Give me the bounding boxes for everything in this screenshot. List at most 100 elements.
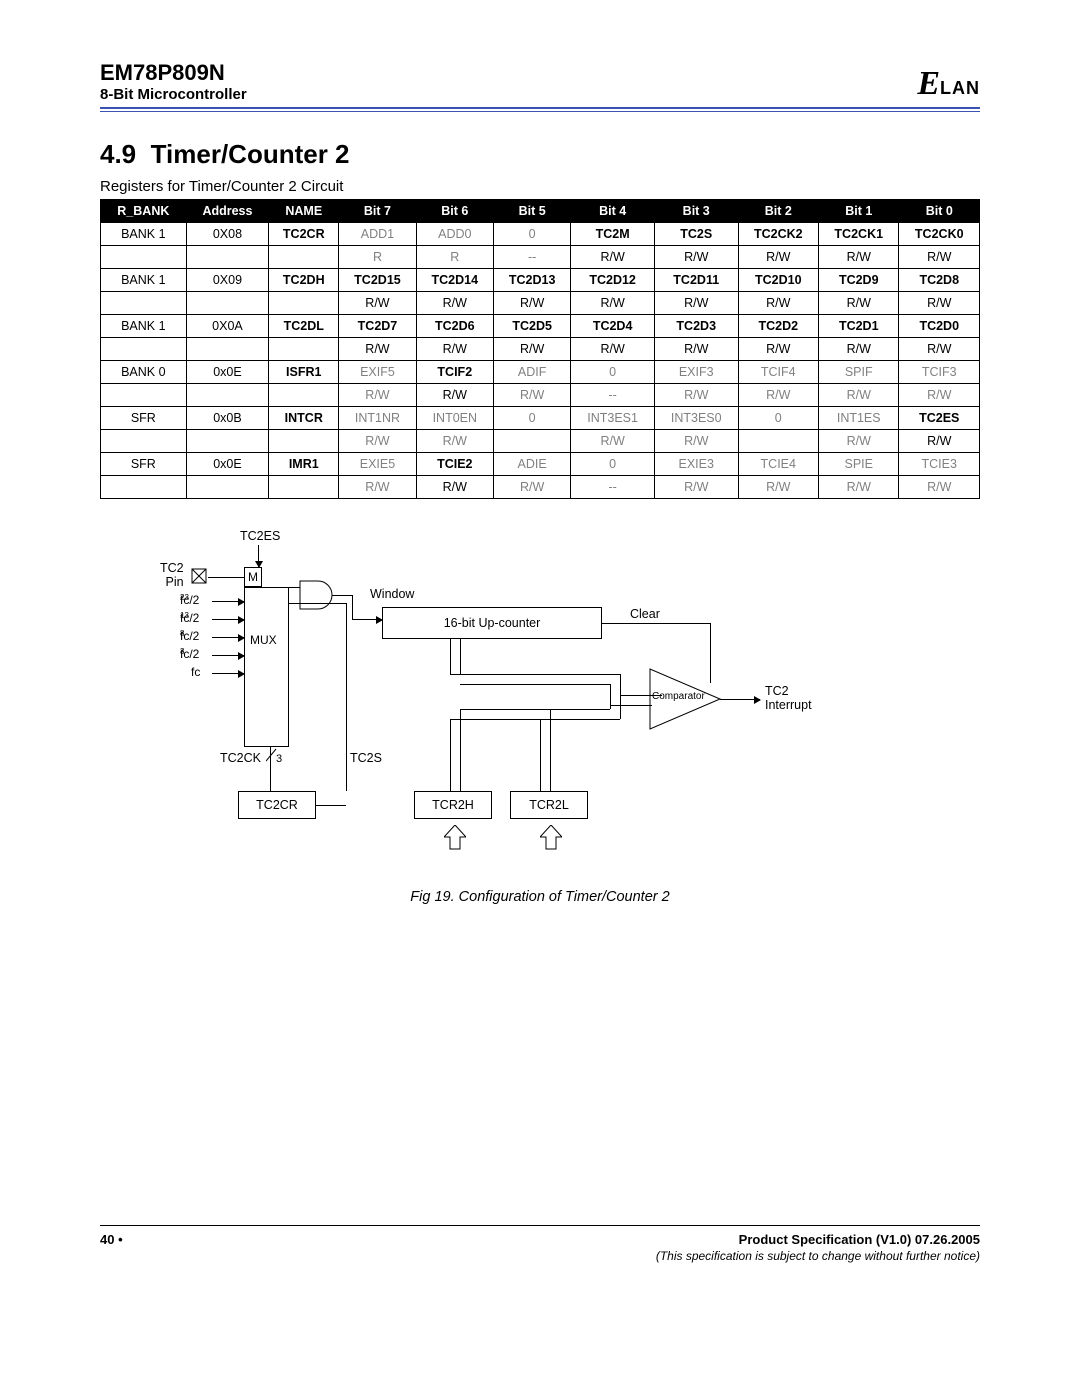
table-cell: R/W (819, 384, 899, 407)
table-row: R/WR/WR/WR/WR/WR/WR/WR/W (101, 292, 980, 315)
table-cell: IMR1 (269, 453, 339, 476)
box-tcr2h: TCR2H (414, 791, 492, 819)
label-tc2s: TC2S (350, 751, 382, 765)
table-cell (269, 292, 339, 315)
table-cell: TC2D4 (571, 315, 655, 338)
wire (610, 705, 611, 709)
table-cell: TC2D0 (899, 315, 980, 338)
table-cell: TC2D11 (654, 269, 738, 292)
table-cell: TCIF4 (738, 361, 818, 384)
table-header-cell: Address (186, 200, 269, 223)
wire (212, 601, 244, 602)
table-cell: INT1NR (339, 407, 416, 430)
section-number: 4.9 (100, 139, 136, 169)
table-cell: R/W (738, 384, 818, 407)
table-cell: INT3ES0 (654, 407, 738, 430)
table-cell: R/W (339, 292, 416, 315)
table-cell: TC2CR (269, 223, 339, 246)
wire (460, 709, 610, 710)
wire (270, 747, 271, 791)
table-cell: R/W (819, 292, 899, 315)
table-cell: R/W (819, 476, 899, 499)
table-cell: R/W (571, 430, 655, 453)
wire (460, 639, 461, 674)
wire (316, 805, 346, 806)
table-cell: R/W (493, 292, 570, 315)
table-cell: R/W (654, 430, 738, 453)
table-cell: -- (571, 384, 655, 407)
table-cell: 0x0E (186, 453, 269, 476)
table-cell (101, 384, 187, 407)
wire (262, 587, 300, 588)
table-cell (101, 476, 187, 499)
table-row: R/WR/WR/WR/WR/WR/WR/WR/W (101, 338, 980, 361)
table-cell: R/W (819, 246, 899, 269)
table-cell: R/W (416, 476, 493, 499)
wire (720, 699, 760, 700)
table-cell: 0X08 (186, 223, 269, 246)
label-clear: Clear (630, 607, 660, 621)
table-cell (269, 430, 339, 453)
label-tc2-pin: TC2 Pin (160, 561, 184, 589)
table-cell: TC2D2 (738, 315, 818, 338)
table-cell: 0 (571, 453, 655, 476)
table-cell (101, 338, 187, 361)
arrow (258, 545, 259, 567)
table-cell (493, 430, 570, 453)
label-tc2ck-bits: 3 (276, 753, 282, 765)
wire (332, 595, 352, 596)
label-mux: MUX (250, 633, 277, 647)
table-cell: 0X09 (186, 269, 269, 292)
wire (301, 603, 347, 604)
table-cell: BANK 1 (101, 315, 187, 338)
table-cell (101, 246, 187, 269)
table-cell (186, 338, 269, 361)
table-cell: R/W (493, 384, 570, 407)
table-row: SFR0x0BINTCRINT1NRINT0EN0INT3ES1INT3ES00… (101, 407, 980, 430)
table-cell (269, 384, 339, 407)
table-cell: TC2S (654, 223, 738, 246)
table-cell: TCIF3 (899, 361, 980, 384)
table-cell: TC2D14 (416, 269, 493, 292)
wire (602, 623, 710, 624)
label-fc: fc (191, 665, 200, 679)
table-cell (186, 476, 269, 499)
table-cell (186, 246, 269, 269)
table-cell: R/W (416, 430, 493, 453)
table-header-cell: Bit 4 (571, 200, 655, 223)
page-footer: 40 • Product Specification (V1.0) 07.26.… (100, 1225, 980, 1263)
table-cell: R/W (654, 338, 738, 361)
wire (620, 674, 621, 695)
up-arrow-icon (444, 825, 466, 851)
table-cell: TC2D8 (899, 269, 980, 292)
wire (289, 603, 301, 604)
table-cell: TCIE4 (738, 453, 818, 476)
table-cell: R/W (738, 292, 818, 315)
table-cell: R/W (571, 292, 655, 315)
table-cell: EXIF5 (339, 361, 416, 384)
label-tc2es: TC2ES (240, 529, 280, 543)
subtitle: 8-Bit Microcontroller (100, 86, 247, 103)
table-cell: INT3ES1 (571, 407, 655, 430)
table-cell: R/W (493, 476, 570, 499)
table-cell: TC2M (571, 223, 655, 246)
part-number: EM78P809N (100, 60, 247, 86)
table-cell: R/W (899, 338, 980, 361)
table-header-cell: Bit 5 (493, 200, 570, 223)
table-cell: ADD1 (339, 223, 416, 246)
table-cell: TCIE2 (416, 453, 493, 476)
header-left: EM78P809N 8-Bit Microcontroller (100, 60, 247, 103)
table-cell: 0 (571, 361, 655, 384)
table-cell: TC2DH (269, 269, 339, 292)
timer-counter-diagram: TC2ES TC2 Pin M fc/223 fc/213 fc/28 fc/2… (160, 529, 820, 879)
table-cell: TC2D7 (339, 315, 416, 338)
label-window: Window (370, 587, 414, 601)
box-upcounter: 16-bit Up-counter (382, 607, 602, 639)
table-cell: R/W (899, 292, 980, 315)
wire (620, 695, 621, 719)
page-number: 40 • (100, 1232, 123, 1247)
table-cell: R/W (899, 384, 980, 407)
wire (212, 655, 244, 656)
table-cell: -- (493, 246, 570, 269)
table-cell: BANK 0 (101, 361, 187, 384)
